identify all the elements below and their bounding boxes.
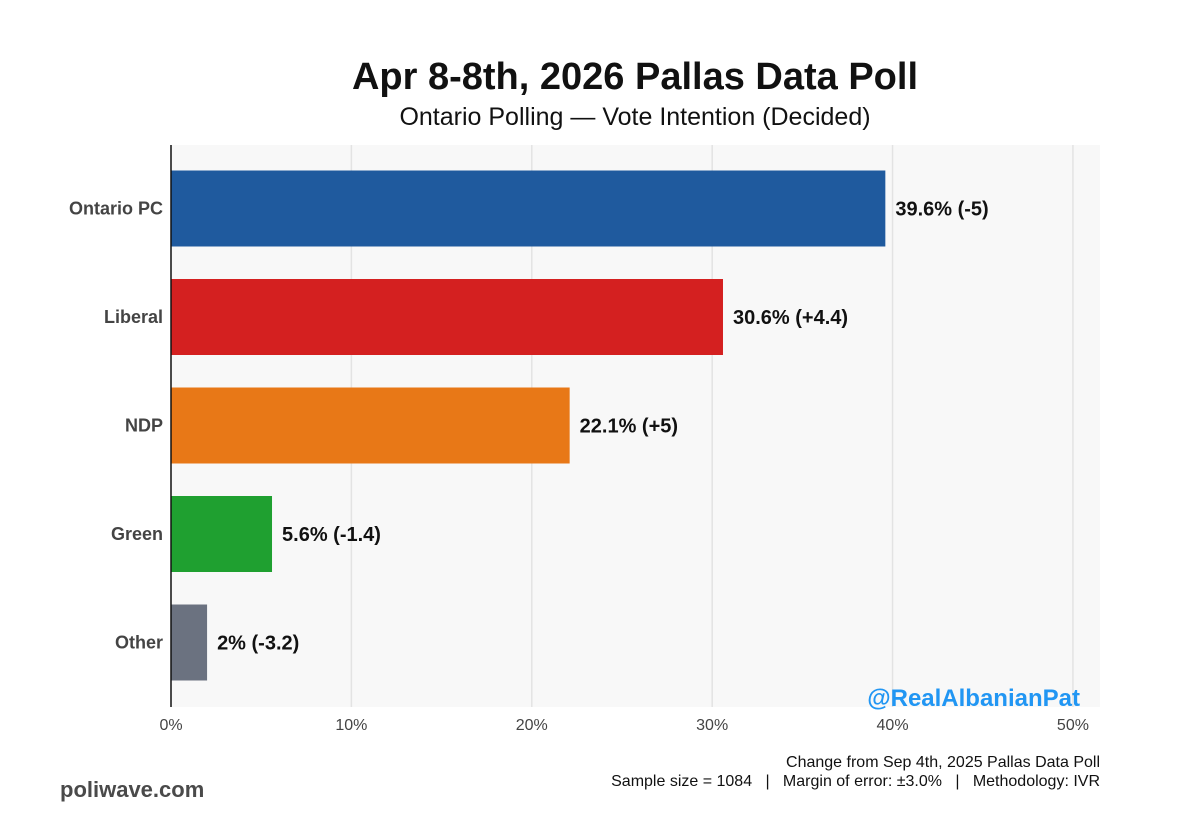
data-label: 39.6% (-5) [895, 199, 988, 221]
x-tick-label: 40% [877, 717, 909, 734]
y-tick-label: Green [111, 524, 163, 544]
x-tick-label: 10% [335, 717, 367, 734]
x-tick-label: 30% [696, 717, 728, 734]
y-tick-label: Ontario PC [69, 199, 163, 219]
x-tick-label: 50% [1057, 717, 1089, 734]
y-tick-label: Liberal [104, 307, 163, 327]
data-label: 30.6% (+4.4) [733, 307, 848, 329]
y-tick-label: NDP [125, 416, 163, 436]
poll-methodology-note: Sample size = 1084 | Margin of error: ±3… [611, 773, 1100, 790]
chart-subtitle: Ontario Polling — Vote Intention (Decide… [399, 103, 871, 131]
data-label: 22.1% (+5) [580, 416, 678, 438]
change-note: Change from Sep 4th, 2025 Pallas Data Po… [786, 754, 1100, 771]
chart-title: Apr 8-8th, 2026 Pallas Data Poll [351, 56, 918, 98]
data-label: 2% (-3.2) [217, 633, 299, 655]
x-tick-label: 20% [516, 717, 548, 734]
bar-ontario-pc [171, 170, 886, 247]
y-tick-label: Other [115, 633, 163, 653]
watermark: @RealAlbanianPat [867, 685, 1080, 712]
bar-green [171, 496, 273, 572]
bar-ndp [171, 387, 570, 464]
data-label: 5.6% (-1.4) [282, 524, 381, 546]
bar-liberal [171, 279, 723, 355]
x-tick-label: 0% [159, 717, 182, 734]
bar-other [171, 604, 208, 681]
site-credit: poliwave.com [60, 777, 205, 802]
